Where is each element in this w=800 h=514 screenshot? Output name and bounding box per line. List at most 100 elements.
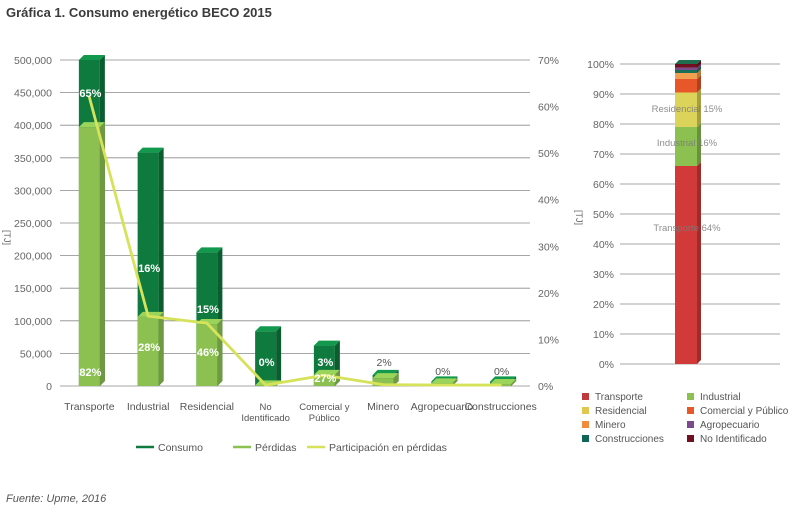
y-tick-label: 20% [593, 299, 614, 311]
y-tick-label: 300,000 [14, 185, 52, 197]
y2-tick-label: 40% [538, 195, 559, 207]
stack-segment [675, 67, 697, 70]
left-bar-chart: 0 50,000 100,000 150,000 200,000 250,000 300,0… [2, 55, 559, 454]
x-tick-label: Minero [367, 401, 399, 413]
y-tick-label: 80% [593, 119, 614, 131]
x-tick-label: Identificado [241, 413, 290, 424]
legend-label: No Identificado [700, 434, 767, 445]
y-tick-label: 90% [593, 89, 614, 101]
legend-swatch [687, 407, 694, 414]
y-tick-label: 250,000 [14, 218, 52, 230]
stack-segment-side [697, 123, 701, 166]
legend-label: Comercial y Público [700, 406, 789, 417]
perdidas-bar-top [490, 379, 517, 385]
consumo-data-label: 15% [197, 304, 219, 316]
perdidas-bar [78, 127, 100, 386]
perdidas-bar-top [431, 378, 458, 384]
participacion-point [205, 321, 209, 325]
legend-swatch [687, 435, 694, 442]
y2-tick-label: 30% [538, 241, 559, 253]
legend-swatch [582, 407, 589, 414]
consumo-data-label: 2% [377, 357, 392, 369]
y2-tick-label: 60% [538, 102, 559, 114]
source-note: Fuente: Upme, 2016 [6, 493, 107, 505]
stack-segment-side [697, 66, 701, 73]
perdidas-data-label: 28% [138, 342, 160, 354]
legend-label: Industrial [700, 392, 741, 403]
consumo-bar-top [313, 340, 340, 346]
stack-segment-side [697, 60, 701, 68]
y-tick-label: 70% [593, 149, 614, 161]
y2-tick-label: 10% [538, 334, 559, 346]
legend-swatch [582, 435, 589, 442]
stack-segment-side [697, 88, 701, 127]
y2-tick-label: 70% [538, 55, 559, 67]
perdidas-bar [196, 324, 218, 386]
y-tick-label: 200,000 [14, 251, 52, 263]
legend-swatch [687, 393, 694, 400]
legend-swatch [687, 421, 694, 428]
participacion-point [499, 383, 502, 387]
y-tick-label: 0 [46, 381, 52, 393]
stack-segment-side [697, 63, 701, 70]
y-tick-label: 60% [593, 179, 614, 191]
perdidas-bar-side [99, 122, 105, 386]
y-axis-label: [TJ] [574, 210, 584, 225]
perdidas-bar-side [158, 311, 164, 386]
consumo-bar-top [137, 147, 164, 153]
legend-label: Construcciones [595, 434, 664, 445]
participacion-point [440, 383, 444, 387]
consumo-data-label: 0% [259, 357, 275, 369]
legend-label: Agropecuario [700, 420, 760, 431]
x-tick-label: Transporte [64, 401, 115, 413]
y2-tick-label: 20% [538, 288, 559, 300]
x-tick-label: Comercial y [299, 402, 349, 413]
perdidas-bar-side [511, 379, 517, 386]
consumo-bar-top [196, 247, 223, 253]
consumo-data-label: 0% [494, 366, 509, 378]
x-tick-label: No [260, 402, 272, 413]
legend-swatch [582, 393, 589, 400]
y-tick-label: 30% [593, 269, 614, 281]
perdidas-data-label: 82% [79, 367, 101, 379]
x-tick-label: Público [309, 413, 340, 424]
right-stacked-chart: 0% 10% 20% 30% 40% 50% 60% 70% 80% 90% 100% [TJ] Tra… [574, 59, 789, 445]
participacion-point [264, 383, 267, 387]
stack-segment [675, 127, 697, 166]
y-tick-label: 50% [593, 209, 614, 221]
perdidas-bar-top [137, 311, 164, 317]
stack-segment [675, 73, 697, 79]
consumo-data-label: 3% [317, 357, 333, 369]
y-tick-label: 0% [599, 359, 614, 371]
stack-segment-side [697, 69, 701, 79]
perdidas-data-label: 46% [197, 347, 219, 359]
participacion-point [146, 314, 150, 318]
y-tick-label: 40% [593, 239, 614, 251]
consumo-bar-side [276, 326, 282, 386]
legend-label: Residencial [595, 406, 647, 417]
participacion-point [88, 96, 91, 99]
segment-label: Industrial 16% [657, 138, 718, 149]
consumo-data-label: 0% [435, 366, 450, 378]
y-tick-label: 150,000 [14, 283, 52, 295]
stack-segment [675, 64, 697, 68]
consumo-bar-top [255, 326, 282, 332]
participacion-point [381, 383, 385, 386]
y-tick-label: 450,000 [14, 88, 52, 100]
legend-label: Pérdidas [255, 442, 296, 454]
participacion-line [88, 96, 501, 387]
stack-segment-side [697, 162, 701, 364]
legend-label: Transporte [595, 392, 643, 403]
y-tick-label: 500,000 [14, 55, 52, 67]
y-tick-label: 100,000 [14, 316, 52, 328]
y2-tick-label: 0% [538, 381, 553, 393]
consumo-data-label: 65% [79, 88, 101, 100]
perdidas-bar [372, 378, 394, 386]
perdidas-data-label: 27% [314, 373, 336, 385]
stack-top [675, 60, 701, 64]
y2-tick-label: 50% [538, 148, 559, 160]
legend-label: Minero [595, 420, 626, 431]
perdidas-bar [313, 374, 335, 386]
consumo-bar [255, 331, 277, 386]
